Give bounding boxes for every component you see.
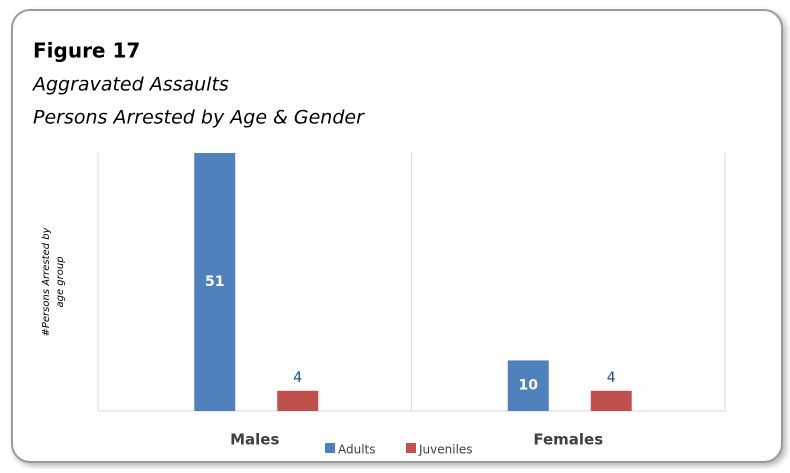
y-axis-label: age group [55,256,66,307]
data-label: 4 [607,370,616,386]
y-axis-label: #Persons Arrested by [41,226,52,336]
legend-swatch [325,443,335,453]
legend-swatch [406,443,416,453]
legend-label: Adults [338,443,376,457]
chart-subtitle: Aggravated Assaults [31,74,229,96]
bar [590,390,632,411]
chart-subtitle: Persons Arrested by Age & Gender [33,107,365,129]
bar [507,360,549,411]
x-tick-label: Females [533,431,603,449]
data-label: 51 [205,274,224,290]
bar [277,390,319,411]
data-label: 4 [293,370,302,386]
chart-title: Figure 17 [33,39,140,63]
bar [194,153,236,411]
legend-label: Juveniles [418,443,473,457]
data-label: 10 [519,378,539,394]
x-tick-label: Males [230,431,279,449]
